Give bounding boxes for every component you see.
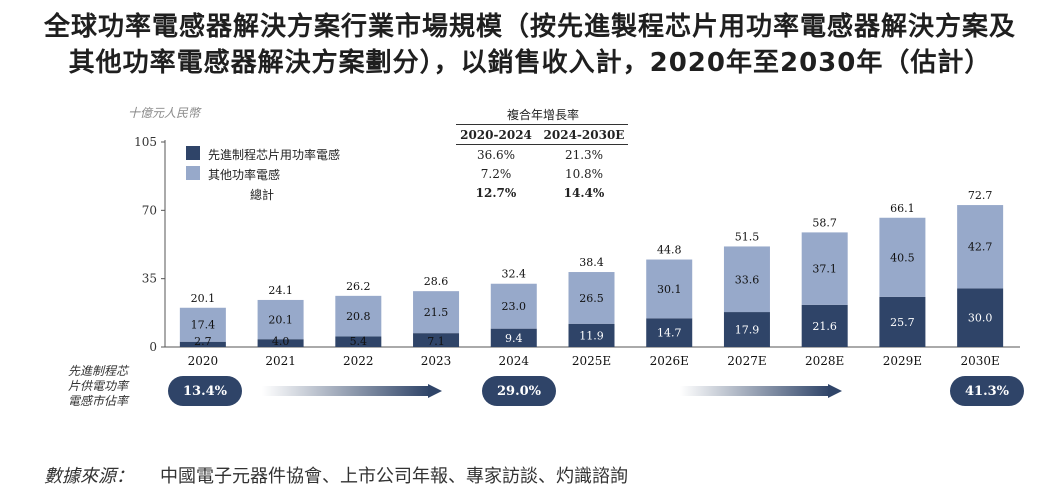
bar-segment-advanced [413,333,460,347]
bar-segment-other [413,291,460,334]
bar-segment-advanced [335,336,382,347]
data-label-advanced: 21.6 [812,320,837,333]
data-label-other: 40.5 [890,251,915,264]
x-tick-label: 2025E [572,354,611,368]
x-tick-label: 2030E [960,354,999,368]
data-label-other: 21.5 [424,306,449,319]
bar-segment-advanced [646,318,693,347]
data-label-advanced: 17.9 [735,324,760,337]
cagr-other-p2: 10.8% [564,167,604,181]
legend-swatch-advanced [186,146,200,160]
data-label-total: 58.7 [812,216,837,229]
cagr-header: 複合年增長率 [506,108,579,122]
y-axis-unit-label: 十億元人民幣 [128,106,201,120]
x-tick-label: 2023 [421,354,452,368]
bar-segment-advanced [179,341,226,347]
share-pill-2030: 41.3% [950,376,1024,406]
cagr-total-p2: 14.4% [563,186,605,200]
bar-segment-other [490,283,537,329]
bar-segment-other [957,205,1004,289]
data-label-other: 20.1 [268,314,293,327]
data-label-total: 38.4 [579,256,604,269]
data-source-label: 數據來源： [44,466,134,487]
bar-segment-advanced [568,323,615,347]
bar-segment-advanced [723,312,770,347]
legend-label-total: 總計 [250,188,275,202]
data-label-total: 24.1 [268,284,293,297]
data-label-advanced: 4.0 [272,335,290,348]
chart-title-line-1: 全球功率電感器解決方案行業市場規模（按先進製程芯片用功率電感器解決方案及 [43,12,1016,42]
data-label-total: 28.6 [424,275,449,288]
data-label-total: 72.7 [968,189,993,202]
data-label-advanced: 25.7 [890,316,915,329]
data-label-total: 32.4 [502,268,527,281]
data-label-total: 44.8 [657,244,682,257]
data-label-advanced: 14.7 [657,327,682,340]
bar-segment-advanced [957,288,1004,347]
market-share-row-label: 先進制程芯片供電功率電感市佔率 [68,364,129,408]
x-tick-label: 2022 [343,354,374,368]
bar-segment-other [568,272,615,324]
bar-segment-other [723,246,770,313]
data-label-other: 26.5 [579,292,604,305]
bar-segment-advanced [879,296,926,347]
chart-title-line-2: 其他功率電感器解決方案劃分），以銷售收入計，2020年至2030年（估計） [68,48,992,78]
data-source-value: 中國電子元器件協會、上市公司年報、專家訪談、灼識諮詢 [160,466,628,487]
data-label-advanced: 2.7 [194,335,212,348]
x-tick-label: 2028E [805,354,844,368]
x-tick-label: 2026E [650,354,689,368]
y-tick-label: 70 [142,203,157,217]
bar-segment-other [879,217,926,297]
cagr-total-p1: 12.7% [475,186,517,200]
y-tick-label: 105 [134,135,157,149]
legend-swatch-other [186,166,200,180]
share-pill-2024: 29.0% [482,376,556,406]
bar-segment-other [801,232,848,305]
legend-label-other: 其他功率電感 [208,168,281,182]
gradient-arrow-2020-2023 [262,384,442,398]
data-label-total: 26.2 [346,280,371,293]
y-tick-label: 35 [142,272,157,286]
cagr-advanced-p2: 21.3% [564,148,604,162]
legend-label-advanced: 先進制程芯片用功率電感 [208,148,341,162]
bar-segment-advanced [801,304,848,347]
data-label-advanced: 7.1 [427,335,445,348]
data-source-note: 數據來源： 中國電子元器件協會、上市公司年報、專家訪談、灼識諮詢 [44,462,628,488]
bar-segment-other [257,299,304,340]
cagr-period-2: 2024-2030E [543,128,625,142]
x-tick-label: 2020 [188,354,219,368]
data-label-advanced: 11.9 [579,329,604,342]
bar-segment-advanced [490,328,537,347]
bar-segment-other [335,295,382,337]
data-label-other: 20.8 [346,310,371,323]
data-label-other: 42.7 [968,241,993,254]
x-tick-label: 2027E [727,354,766,368]
x-tick-label: 2021 [265,354,296,368]
x-tick-label: 2024 [498,354,529,368]
data-label-advanced: 9.4 [505,332,523,345]
data-label-other: 17.4 [191,319,216,332]
data-label-other: 23.0 [502,300,527,313]
data-label-other: 33.6 [735,273,760,286]
cagr-other-p1: 7.2% [480,167,512,181]
y-tick-label: 0 [149,340,157,354]
gradient-arrow-2025-2029 [680,384,842,398]
data-label-total: 51.5 [735,230,760,243]
share-pill-2020: 13.4% [168,376,242,406]
data-label-other: 30.1 [657,283,682,296]
data-label-total: 20.1 [191,292,216,305]
cagr-period-1: 2020-2024 [460,128,532,142]
cagr-advanced-p1: 36.6% [476,148,516,162]
cagr-period-rule [456,144,628,145]
data-label-advanced: 30.0 [968,312,993,325]
bar-segment-other [179,307,226,342]
data-label-total: 66.1 [890,202,915,215]
cagr-header-rule [456,124,628,125]
data-label-advanced: 5.4 [350,335,368,348]
bar-segment-other [646,259,693,319]
x-tick-label: 2029E [883,354,922,368]
bar-segment-advanced [257,339,304,347]
data-label-other: 37.1 [812,263,837,276]
